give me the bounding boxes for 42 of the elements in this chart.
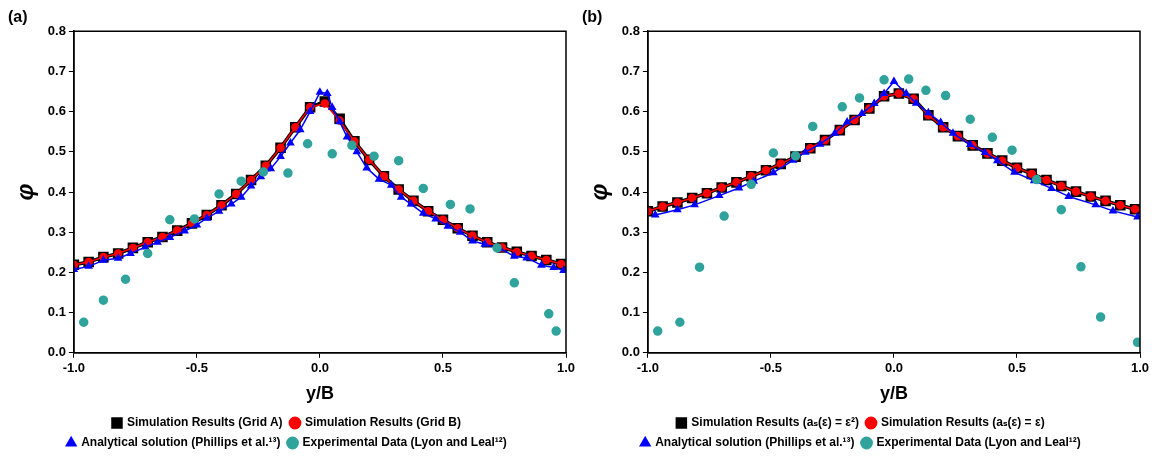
y-axis-title: φ xyxy=(585,183,613,201)
legend-label: Analytical solution (Phillips et al.¹³) xyxy=(655,435,855,450)
y-tick-label: 0.7 xyxy=(621,62,640,78)
x-tick-label: -1.0 xyxy=(636,360,660,376)
x-axis-title: y/B xyxy=(305,383,334,404)
x-tick-label: -0.5 xyxy=(185,360,209,376)
legend-label: Experimental Data (Lyon and Leal¹²) xyxy=(876,435,1081,450)
x-tick-label: 0.0 xyxy=(884,360,903,376)
x-tick-label: 0.5 xyxy=(1007,360,1027,376)
y-tick-label: 0.0 xyxy=(621,344,640,360)
legend-label: Simulation Results (aₛ(ε) = ε²) xyxy=(691,415,860,430)
x-tick-label: 0.5 xyxy=(433,360,453,376)
y-tick-label: 0.5 xyxy=(621,143,640,159)
y-tick-label: 0.4 xyxy=(621,183,641,199)
legend-label: Simulation Results (Grid A) xyxy=(126,415,283,430)
x-tick-label: 1.0 xyxy=(556,360,576,376)
y-tick-label: 0.0 xyxy=(47,344,66,360)
x-axis-title: y/B xyxy=(879,383,908,404)
legend-label: Analytical solution (Phillips et al.¹³) xyxy=(81,435,281,450)
y-tick-label: 0.7 xyxy=(47,62,66,78)
x-tick-label: -1.0 xyxy=(62,360,86,376)
chart-title: (a) xyxy=(8,8,28,26)
x-tick-label: 0.0 xyxy=(310,360,329,376)
legend-label: Experimental Data (Lyon and Leal¹²) xyxy=(302,435,507,450)
y-tick-label: 0.3 xyxy=(47,223,66,239)
y-tick-label: 0.4 xyxy=(47,183,67,199)
y-tick-label: 0.6 xyxy=(47,103,66,119)
y-tick-label: 0.5 xyxy=(47,143,66,159)
y-axis-title: φ xyxy=(11,183,39,201)
x-tick-label: -0.5 xyxy=(759,360,783,376)
legend-label: Simulation Results (Grid B) xyxy=(305,415,462,430)
y-tick-label: 0.1 xyxy=(621,304,640,320)
legend-label: Simulation Results (aₛ(ε) = ε) xyxy=(881,415,1045,430)
y-tick-label: 0.8 xyxy=(621,22,640,38)
y-tick-label: 0.2 xyxy=(621,263,640,279)
x-tick-label: 1.0 xyxy=(1130,360,1150,376)
y-tick-label: 0.1 xyxy=(47,304,66,320)
y-tick-label: 0.2 xyxy=(47,263,66,279)
y-tick-label: 0.6 xyxy=(621,103,640,119)
y-tick-label: 0.8 xyxy=(47,22,66,38)
y-tick-label: 0.3 xyxy=(621,223,640,239)
chart-title: (b) xyxy=(582,8,603,26)
